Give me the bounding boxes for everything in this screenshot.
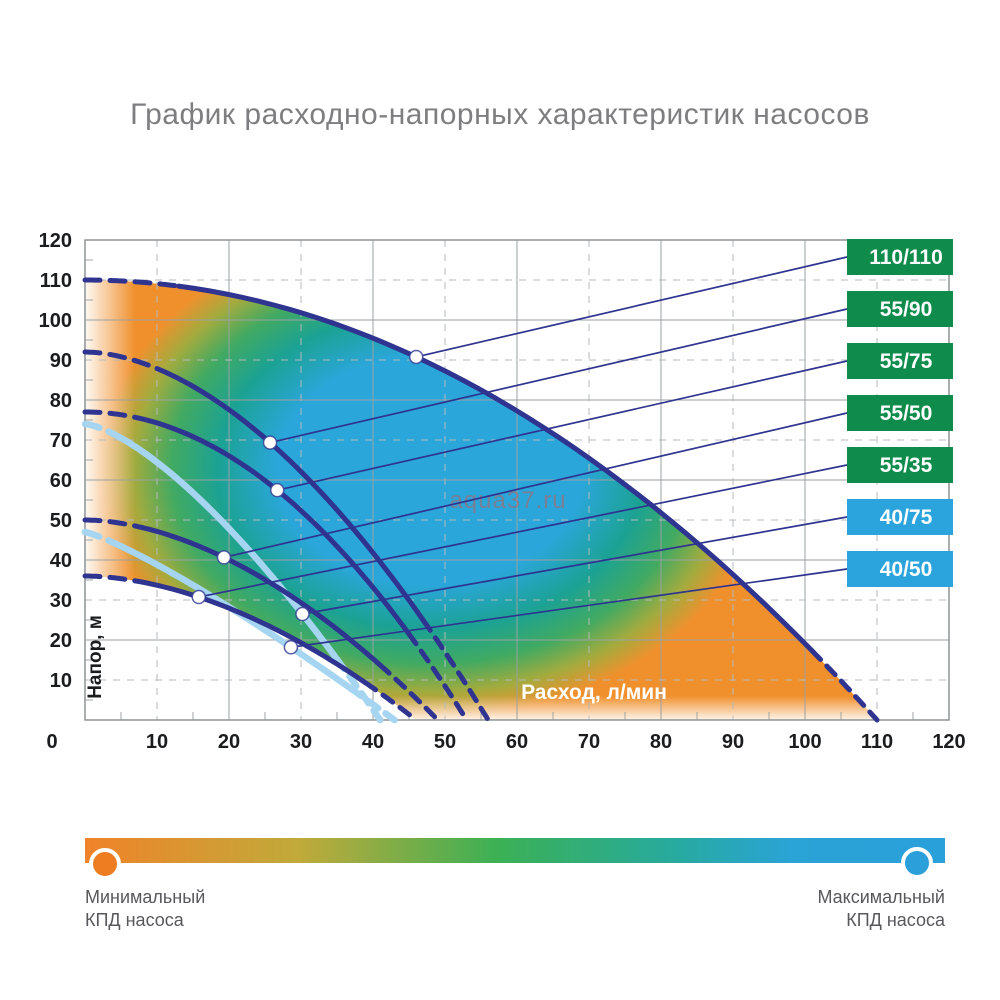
- min-efficiency-line1: Минимальный: [85, 887, 206, 907]
- x-tick-label: 110: [861, 731, 893, 753]
- x-tick-label: 80: [650, 731, 672, 753]
- efficiency-gradient-bar: [85, 838, 945, 863]
- badge-40/50: [847, 551, 953, 587]
- min-efficiency-line2: КПД насоса: [85, 910, 184, 930]
- max-efficiency-line2: КПД насоса: [846, 910, 945, 930]
- connector-line-55/50: [223, 412, 848, 559]
- badge-55/50: [847, 395, 953, 431]
- axis-tick-labels: 0 10 20 30 40 50 60 70 80 90 100 110 120 10 20 30 40 50 60…: [39, 230, 966, 753]
- y-tick-label: 60: [50, 470, 72, 492]
- y-tick-label: 90: [50, 350, 72, 372]
- badge-55/90: [847, 291, 953, 327]
- marker-55/75: [269, 482, 285, 498]
- connector-line-40/50: [290, 568, 848, 649]
- x-tick-label: 90: [722, 731, 744, 753]
- marker-40/50: [283, 639, 299, 655]
- marker-110/110: [408, 349, 424, 365]
- max-efficiency-line1: Максимальный: [817, 887, 945, 907]
- grid: [84, 239, 950, 721]
- pump-curve-55/50: [82, 517, 441, 723]
- pump-curve-55/35: [82, 573, 419, 723]
- connector-line-55/90: [269, 308, 848, 444]
- x-axis-title: Расход, л/мин: [521, 681, 667, 704]
- y-tick-label: 120: [39, 230, 72, 252]
- y-tick-label: 50: [50, 510, 72, 532]
- y-tick-label: 80: [50, 390, 72, 412]
- max-efficiency-label: Максимальный КПД насоса: [817, 886, 945, 932]
- badge-connector-lines: [198, 256, 848, 649]
- x-tick-label: 40: [362, 731, 384, 753]
- x-tick-label: 30: [290, 731, 312, 753]
- x-tick-label: 10: [146, 731, 168, 753]
- y-tick-label: 40: [50, 550, 72, 572]
- badge-label-40/75: 40/75: [880, 506, 933, 529]
- marker-55/50: [216, 550, 232, 565]
- x-tick-label: 60: [506, 731, 528, 753]
- badge-label-110/110: 110/110: [869, 246, 943, 269]
- y-tick-label: 110: [40, 270, 72, 292]
- badge-label-40/50: 40/50: [880, 558, 933, 581]
- pump-curve-110/110: [82, 277, 880, 723]
- x-tick-label: 120: [932, 731, 965, 753]
- y-tick-label: 20: [50, 630, 72, 652]
- marker-40/75: [295, 606, 310, 622]
- min-efficiency-label: Минимальный КПД насоса: [85, 886, 205, 932]
- badge-40/75: [847, 499, 953, 535]
- connector-line-40/75: [302, 516, 848, 615]
- y-axis-title: Напор, м: [85, 615, 106, 699]
- marker-55/35: [191, 589, 207, 605]
- max-efficiency-dot-icon: [901, 847, 933, 879]
- x-tick-label: 70: [578, 731, 600, 753]
- badge-110/110: [847, 239, 953, 275]
- y-tick-label: 10: [50, 670, 72, 692]
- x-tick-label: 20: [218, 731, 240, 753]
- badge-label-55/35: 55/35: [880, 454, 933, 477]
- y-tick-label: 100: [39, 310, 72, 332]
- connector-line-55/75: [277, 360, 848, 491]
- y-tick-label: 70: [50, 430, 72, 452]
- connector-line-55/35: [198, 464, 848, 598]
- page-title: График расходно-напорных характеристик н…: [130, 98, 870, 131]
- badge-55/35: [847, 447, 953, 483]
- model-badges: 110/110 55/90 55/75 55/50 55/35 40/75 40/50: [847, 239, 953, 587]
- badge-label-55/90: 55/90: [880, 298, 933, 321]
- x-tick-label: 100: [788, 731, 821, 753]
- marker-55/90: [262, 435, 278, 450]
- pump-curves: [81, 277, 880, 724]
- curve-markers: [191, 349, 424, 655]
- x-tick-label: 0: [46, 731, 57, 753]
- badge-label-55/75: 55/75: [880, 350, 933, 373]
- badge-55/75: [847, 343, 953, 379]
- min-efficiency-dot-icon: [89, 848, 121, 880]
- badge-label-55/50: 55/50: [880, 402, 933, 425]
- connector-line-110/110: [416, 256, 848, 358]
- x-tick-label: 50: [434, 731, 456, 753]
- y-tick-label: 30: [50, 590, 72, 612]
